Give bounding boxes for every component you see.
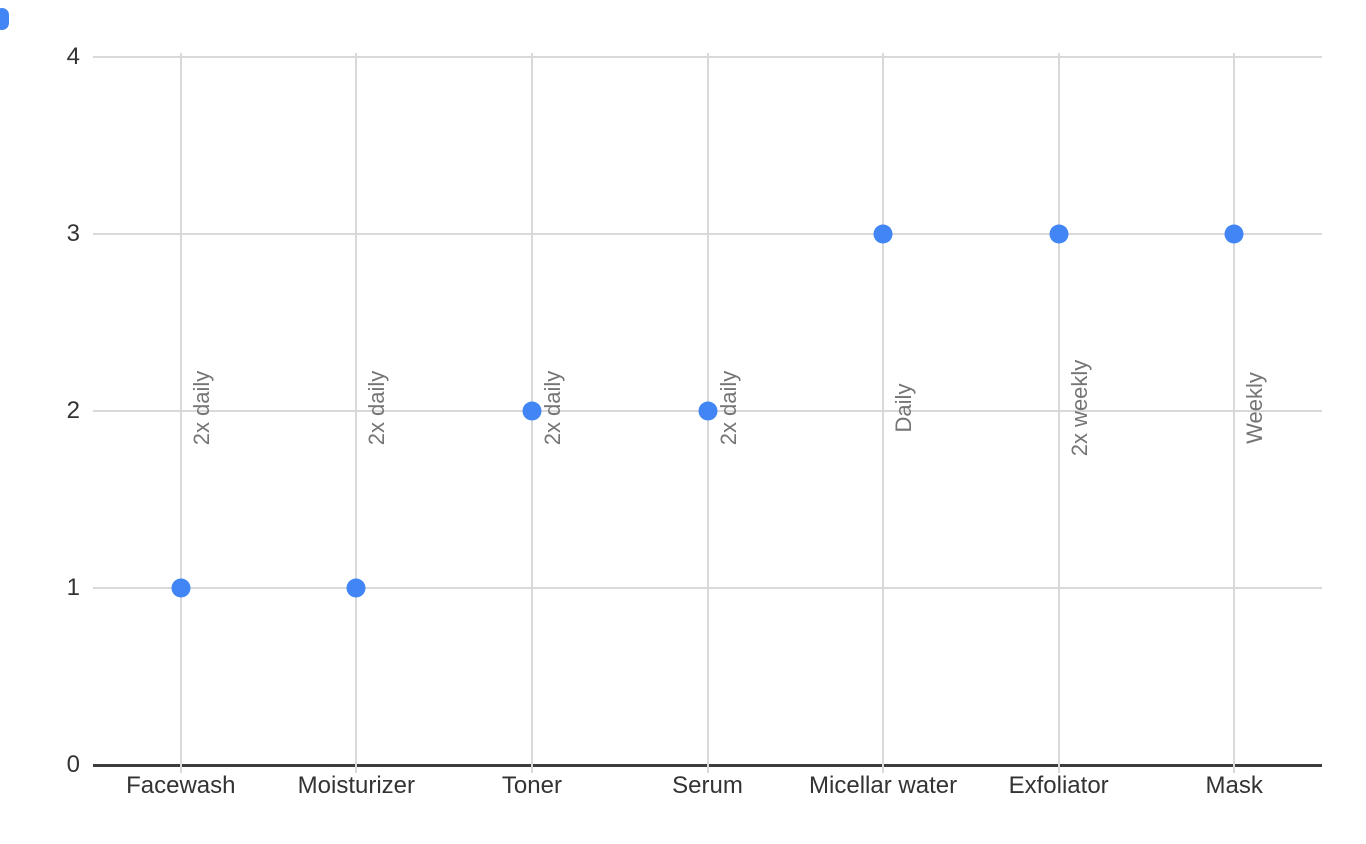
data-point[interactable] bbox=[171, 578, 191, 598]
x-axis-category-label: Serum bbox=[672, 772, 743, 799]
data-point[interactable] bbox=[1049, 224, 1069, 244]
x-axis-category-label: Toner bbox=[501, 772, 562, 799]
v-gridline bbox=[1233, 53, 1236, 773]
data-point[interactable] bbox=[873, 224, 893, 244]
data-point-label: Daily bbox=[890, 383, 916, 433]
x-axis-category-label: Mask bbox=[1205, 772, 1263, 799]
data-point[interactable] bbox=[698, 401, 717, 421]
data-point[interactable] bbox=[1224, 224, 1244, 244]
y-axis-tick-label: 4 bbox=[66, 43, 80, 70]
data-point-label: 2x daily bbox=[188, 370, 214, 446]
data-point[interactable] bbox=[346, 578, 366, 598]
v-gridline bbox=[1057, 53, 1060, 773]
v-gridline bbox=[179, 53, 182, 773]
data-point-label: 2x daily bbox=[364, 370, 390, 446]
y-axis-tick-label: 0 bbox=[66, 751, 80, 778]
y-axis-tick-label: 2 bbox=[66, 397, 80, 424]
v-gridline bbox=[882, 53, 885, 773]
data-point-label: 2x weekly bbox=[1066, 359, 1092, 457]
x-axis-category-label: Facewash bbox=[126, 772, 236, 799]
x-axis-category-label: Micellar water bbox=[809, 772, 958, 799]
v-gridline bbox=[355, 53, 358, 773]
data-point-label: 2x daily bbox=[539, 370, 565, 446]
data-point-label: Weekly bbox=[1242, 372, 1268, 444]
data-point[interactable] bbox=[522, 401, 542, 421]
y-axis-tick-label: 1 bbox=[66, 574, 80, 601]
x-axis-category-label: Exfoliator bbox=[1008, 772, 1109, 799]
x-axis-category-label: Moisturizer bbox=[297, 772, 416, 799]
y-axis-tick-label: 3 bbox=[66, 220, 80, 247]
corner-accent-marker bbox=[0, 8, 9, 30]
data-point-label: 2x daily bbox=[715, 370, 741, 446]
